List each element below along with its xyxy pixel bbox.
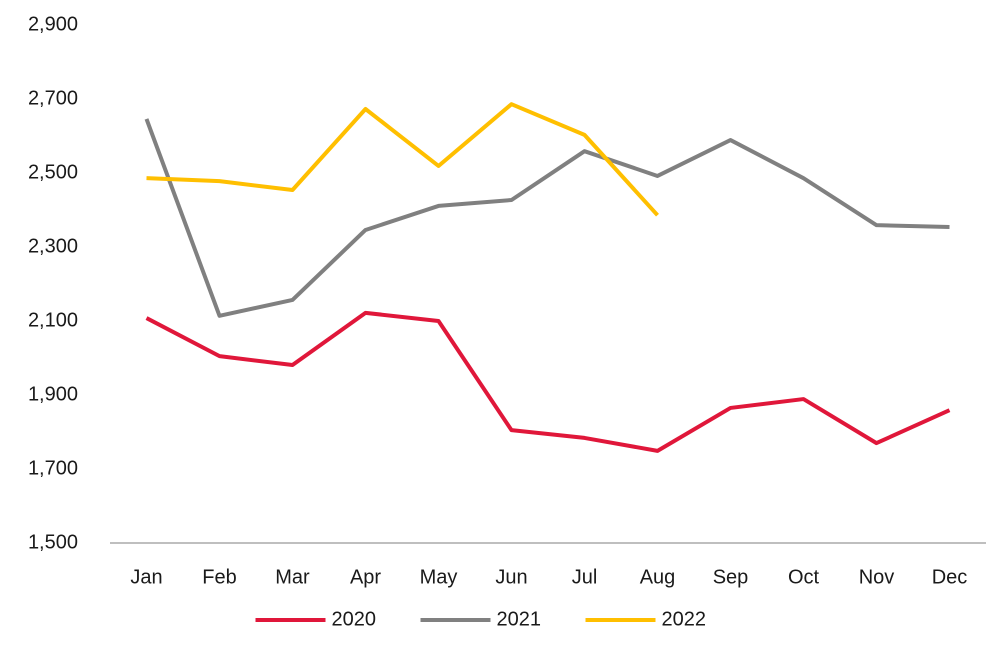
x-tick-label: Apr <box>350 566 381 588</box>
series-line <box>146 102 659 217</box>
x-tick-label: Dec <box>932 566 968 588</box>
y-tick-label: 2,100 <box>28 309 78 331</box>
x-tick-label: Jul <box>572 566 598 588</box>
y-tick-label: 2,300 <box>28 235 78 257</box>
x-tick-label: Jan <box>130 566 162 588</box>
legend-label: 2020 <box>332 608 377 630</box>
series-line <box>145 310 951 453</box>
legend-label: 2021 <box>497 608 542 630</box>
y-tick-label: 1,900 <box>28 383 78 405</box>
y-tick-label: 1,500 <box>28 531 78 553</box>
y-tick-label: 1,700 <box>28 457 78 479</box>
legend-label: 2022 <box>662 608 707 630</box>
x-tick-label: Aug <box>640 566 676 588</box>
x-tick-label: Feb <box>202 566 236 588</box>
x-tick-label: Nov <box>859 566 895 588</box>
series-line <box>144 118 950 318</box>
x-tick-label: Sep <box>713 566 749 588</box>
x-tick-label: May <box>420 566 458 588</box>
y-tick-label: 2,700 <box>28 87 78 109</box>
x-tick-label: Jun <box>495 566 527 588</box>
y-tick-label: 2,900 <box>28 13 78 35</box>
x-tick-label: Oct <box>788 566 820 588</box>
y-tick-label: 2,500 <box>28 161 78 183</box>
x-tick-label: Mar <box>275 566 310 588</box>
